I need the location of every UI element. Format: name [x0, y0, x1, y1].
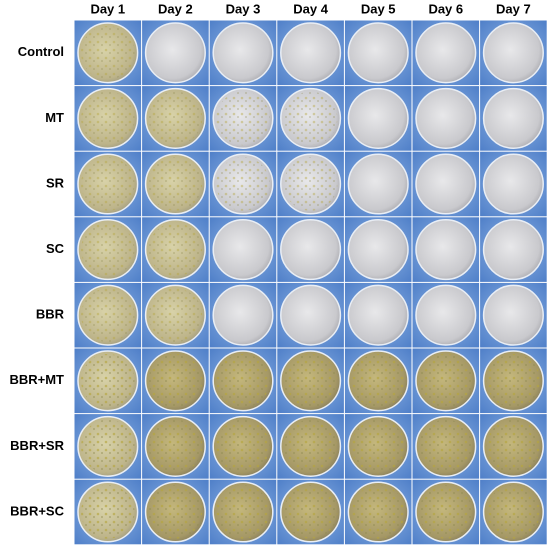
petri-dish: [347, 153, 409, 215]
colony-texture: [486, 354, 541, 408]
row-label: SR: [46, 175, 65, 190]
petri-dish: [415, 87, 477, 149]
petri-dish: [212, 22, 274, 84]
colony-texture: [148, 91, 203, 146]
colony-texture: [283, 485, 338, 539]
colony-texture: [148, 419, 203, 474]
colony-texture: [486, 419, 541, 474]
image-grid: [74, 20, 547, 545]
column-header: Day 2: [158, 1, 193, 16]
colony-texture: [81, 354, 135, 408]
row-label: BBR+MT: [9, 372, 64, 387]
colony-texture: [148, 354, 203, 408]
petri-dish: [415, 22, 477, 84]
petri-dish: [347, 284, 409, 346]
colony-texture: [148, 288, 203, 343]
column-header: Day 1: [90, 1, 125, 16]
colony-texture: [283, 419, 338, 474]
row-label: BBR: [36, 307, 65, 322]
row-label: MT: [45, 110, 64, 125]
colony-texture: [216, 485, 270, 539]
row-label: SC: [46, 241, 65, 256]
colony-texture: [419, 354, 473, 408]
petri-dish: [415, 153, 477, 215]
column-header: Day 6: [428, 1, 463, 16]
colony-texture: [351, 419, 406, 474]
colony-texture: [486, 485, 541, 539]
colony-texture: [81, 157, 135, 211]
petri-dish: [482, 284, 544, 346]
column-header: Day 4: [293, 1, 328, 16]
column-header: Day 7: [496, 1, 531, 16]
petri-dish: [482, 219, 544, 281]
colony-texture: [216, 91, 270, 146]
petri-dish: [212, 219, 274, 281]
petri-dish: [347, 219, 409, 281]
colony-texture: [81, 419, 135, 474]
colony-texture: [81, 485, 135, 539]
row-label: Control: [18, 44, 64, 59]
colony-texture: [81, 26, 135, 80]
petri-dish: [347, 87, 409, 149]
colony-texture: [351, 354, 406, 408]
petri-dish: [280, 284, 342, 346]
column-header: Day 5: [361, 1, 396, 16]
colony-texture: [81, 222, 135, 277]
petri-dish: [280, 22, 342, 84]
row-label: BBR+SC: [10, 503, 64, 518]
colony-texture: [283, 354, 338, 408]
colony-texture: [148, 157, 203, 211]
colony-texture: [419, 419, 473, 474]
colony-texture: [283, 91, 338, 146]
petri-dish: [482, 87, 544, 149]
petri-dish: [415, 284, 477, 346]
colony-texture: [216, 157, 270, 211]
colony-texture: [216, 354, 270, 408]
petri-dish: [212, 284, 274, 346]
petri-dish: [482, 22, 544, 84]
colony-texture: [283, 157, 338, 211]
petri-dish: [144, 22, 206, 84]
colony-texture: [81, 91, 135, 146]
colony-texture: [216, 419, 270, 474]
row-label: BBR+SR: [10, 438, 64, 453]
colony-texture: [148, 485, 203, 539]
colony-texture: [148, 222, 203, 277]
petri-dish: [482, 153, 544, 215]
petri-dish: [280, 219, 342, 281]
colony-texture: [419, 485, 473, 539]
column-header: Day 3: [226, 1, 261, 16]
colony-texture: [81, 288, 135, 343]
colony-texture: [351, 485, 406, 539]
petri-dish: [415, 219, 477, 281]
petri-dish: [347, 22, 409, 84]
